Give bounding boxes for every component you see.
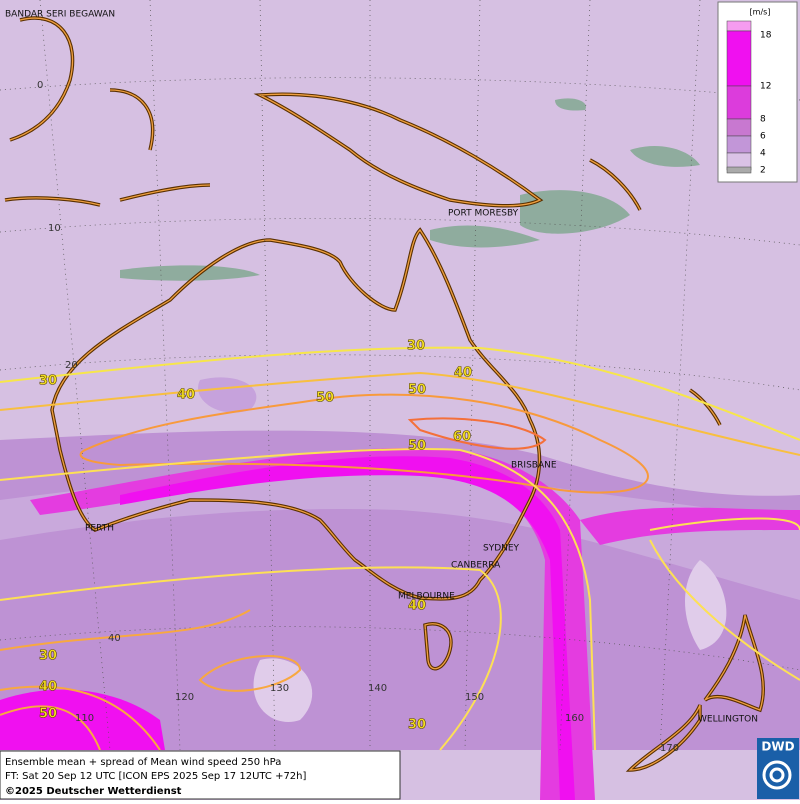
- legend: [m/s] 18 12 8 6 4 2: [717, 1, 798, 183]
- contour-label: 50: [408, 439, 426, 454]
- city-label: MELBOURNE: [398, 592, 455, 602]
- contour-label: 50: [316, 391, 334, 406]
- city-label: CANBERRA: [451, 561, 501, 571]
- labels: BANDAR SERI BEGAWAN PORT MORESBY BRISBANE P…: [5, 10, 758, 755]
- grid-label: 0: [37, 80, 43, 91]
- city-label: WELLINGTON: [698, 715, 758, 725]
- city-label: PORT MORESBY: [448, 209, 519, 219]
- grid-label: 150: [465, 692, 484, 703]
- grid-label: 160: [565, 713, 584, 724]
- contours: [0, 346, 800, 751]
- contour-label: 30: [39, 374, 57, 389]
- grid-label: 120: [175, 692, 194, 703]
- logo: DWD: [757, 738, 799, 799]
- contour-label: 30: [408, 718, 426, 733]
- city-label: SYDNEY: [483, 544, 520, 554]
- contour-label: 30: [39, 649, 57, 664]
- contour-label: 30: [407, 339, 425, 354]
- grid-label: 10: [48, 223, 61, 234]
- legend-tick: 12: [760, 82, 771, 92]
- contour-label: 40: [39, 680, 57, 695]
- contour-label: 50: [39, 707, 57, 722]
- footer-line: Ensemble mean + spread of Mean wind spee…: [5, 757, 281, 768]
- footer-line: FT: Sat 20 Sep 12 UTC [ICON EPS 2025 Sep…: [5, 771, 307, 782]
- grid-label: 20: [65, 360, 78, 371]
- footer-line: ©2025 Deutscher Wetterdienst: [5, 786, 182, 797]
- legend-tick: 8: [760, 115, 766, 125]
- land-shading: [120, 98, 700, 281]
- city-label: BANDAR SERI BEGAWAN: [5, 10, 115, 20]
- contour-label: 40: [408, 599, 426, 614]
- grid-label: 130: [270, 683, 289, 694]
- contour-label: 40: [454, 366, 472, 381]
- legend-tick: 6: [760, 132, 766, 142]
- graticule: [0, 0, 800, 751]
- legend-tick: 2: [760, 166, 766, 176]
- coastlines: [4, 16, 765, 772]
- contour-label: 40: [177, 388, 195, 403]
- grid-label: 40: [108, 633, 121, 644]
- contour-label: 60: [453, 430, 471, 445]
- contour-label: 50: [408, 383, 426, 398]
- logo-text: DWD: [761, 740, 794, 754]
- legend-tick: 4: [760, 149, 766, 159]
- grid-label: 170: [660, 743, 679, 754]
- city-label: BRISBANE: [511, 461, 557, 471]
- legend-tick: 18: [760, 31, 772, 41]
- footer: Ensemble mean + spread of Mean wind spee…: [0, 750, 401, 800]
- legend-unit: [m/s]: [750, 8, 771, 17]
- grid-label: 140: [368, 683, 387, 694]
- grid-label: 110: [75, 713, 94, 724]
- city-label: PERTH: [85, 524, 114, 534]
